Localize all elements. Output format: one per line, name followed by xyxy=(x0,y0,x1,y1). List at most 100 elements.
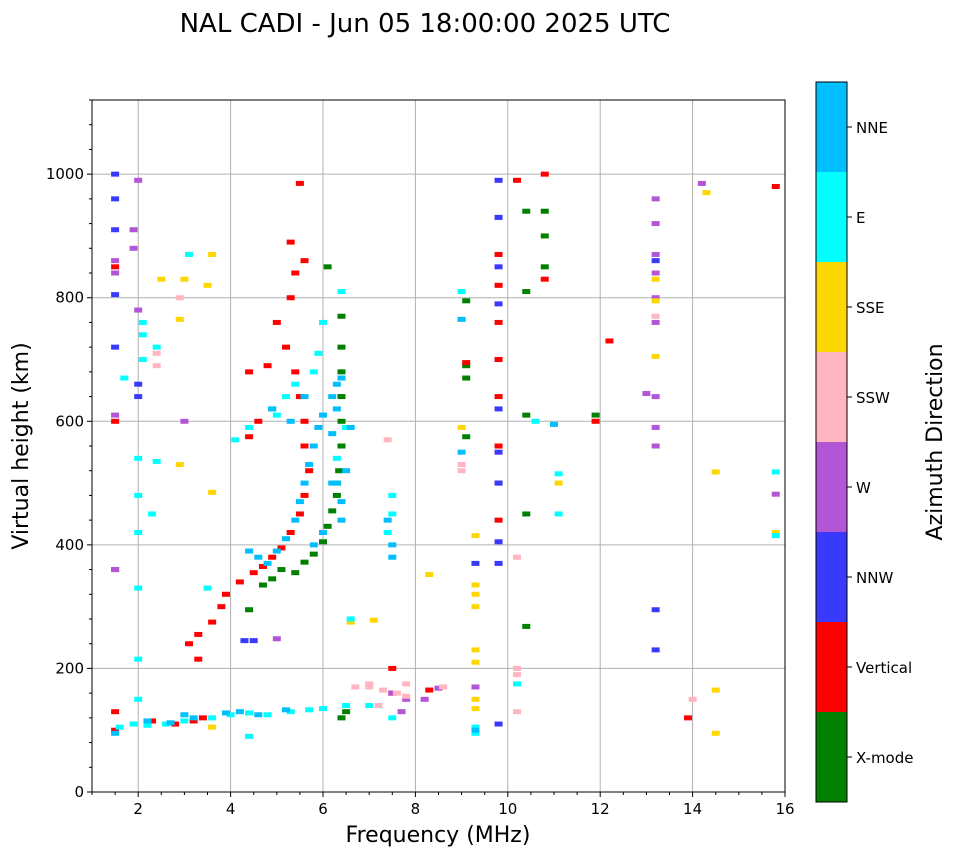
data-point-vertical xyxy=(388,665,397,671)
data-point-nne xyxy=(319,412,327,418)
data-point-ssw xyxy=(365,684,374,690)
data-point-w xyxy=(651,270,660,276)
data-point-e xyxy=(337,289,346,295)
data-point-x-mode xyxy=(337,344,346,350)
colorbar: X-mode Vertical NNW W SSW SSE E NNE xyxy=(815,81,913,803)
data-point-e xyxy=(138,319,147,325)
data-point-nnw xyxy=(651,607,660,613)
data-point-x-mode xyxy=(540,264,549,270)
data-point-w xyxy=(434,685,443,691)
colorbar-segment xyxy=(816,262,847,352)
data-point-vertical xyxy=(683,715,692,721)
data-point-e xyxy=(148,511,157,517)
data-point-x-mode xyxy=(462,434,471,440)
data-point-ssw xyxy=(688,696,697,702)
data-point-sse xyxy=(711,469,720,475)
data-point-sse xyxy=(203,282,212,288)
data-point-nne xyxy=(263,560,272,566)
data-point-sse xyxy=(471,706,480,712)
data-point-w xyxy=(651,394,660,400)
data-point-sse xyxy=(711,687,720,693)
colorbar-segment xyxy=(816,442,847,532)
axis-ticks: 2 4 6 8 10 12 14 16 0 200 400 600 800 1000 xyxy=(46,99,795,818)
data-point-sse xyxy=(471,582,480,588)
data-point-x-mode xyxy=(522,289,531,295)
data-point-x-mode xyxy=(591,412,600,418)
data-point-sse xyxy=(471,533,480,539)
data-point-vertical xyxy=(189,718,198,724)
data-point-vertical xyxy=(221,591,230,597)
data-point-vertical xyxy=(540,171,549,177)
data-point-sse xyxy=(175,316,184,322)
data-point-nne xyxy=(309,542,318,548)
data-point-vertical xyxy=(235,579,244,585)
colorbar-tick-label: X-mode xyxy=(856,749,913,767)
data-point-vertical xyxy=(268,554,277,560)
data-point-vertical xyxy=(513,177,522,183)
data-point-nnw xyxy=(240,638,249,644)
colorbar-segment xyxy=(816,352,847,442)
data-point-nne xyxy=(332,381,341,387)
data-point-sse xyxy=(651,276,660,282)
data-point-vertical xyxy=(494,394,503,400)
data-point-nnw xyxy=(111,171,120,177)
data-point-e xyxy=(226,712,235,718)
colorbar-segment xyxy=(816,532,847,622)
data-point-nne xyxy=(346,424,355,430)
data-point-sse xyxy=(346,619,355,625)
data-point-x-mode xyxy=(462,375,471,381)
data-point-e xyxy=(138,332,147,338)
data-point-e xyxy=(314,350,323,356)
data-point-ssw xyxy=(513,554,522,560)
data-point-x-mode xyxy=(522,412,531,418)
x-tick-label: 14 xyxy=(683,800,702,818)
data-point-sse xyxy=(208,251,217,257)
data-point-w xyxy=(651,424,660,430)
data-point-nnw xyxy=(494,449,503,455)
data-point-vertical xyxy=(494,319,503,325)
data-point-vertical xyxy=(494,282,503,288)
data-point-vertical xyxy=(263,363,272,369)
data-point-e xyxy=(531,418,540,424)
colorbar-tick-label: NNW xyxy=(856,569,893,587)
data-point-sse xyxy=(157,276,166,282)
data-point-nnw xyxy=(494,177,503,183)
x-tick-label: 2 xyxy=(133,800,143,818)
data-point-vertical xyxy=(286,295,295,301)
data-point-w xyxy=(471,684,480,690)
data-point-vertical xyxy=(198,715,207,721)
data-point-nnw xyxy=(651,258,660,264)
data-point-w xyxy=(134,307,143,313)
data-point-nne xyxy=(471,727,480,733)
data-point-vertical xyxy=(540,276,549,282)
data-point-w xyxy=(388,690,397,696)
data-point-nne xyxy=(305,462,314,468)
data-point-vertical xyxy=(300,418,309,424)
data-point-w xyxy=(129,245,138,251)
data-point-e xyxy=(286,709,295,715)
data-point-ssw xyxy=(513,709,522,715)
data-point-e xyxy=(134,585,143,591)
data-point-sse xyxy=(771,530,780,535)
data-point-w xyxy=(651,295,660,301)
data-point-nnw xyxy=(494,539,503,545)
data-point-nne xyxy=(180,712,189,718)
colorbar-segment xyxy=(816,82,847,172)
data-point-vertical xyxy=(111,264,120,270)
data-point-e xyxy=(245,710,254,716)
data-point-vertical xyxy=(277,545,286,551)
colorbar-tick-label: E xyxy=(856,209,865,227)
data-point-e xyxy=(319,319,327,325)
data-point-nne xyxy=(268,406,277,412)
colorbar-segment xyxy=(816,622,847,712)
data-point-e xyxy=(161,721,170,727)
colorbar-label: Azimuth Direction xyxy=(923,343,948,540)
data-point-nne xyxy=(550,421,558,427)
data-point-sse xyxy=(651,353,660,359)
data-point-x-mode xyxy=(309,551,318,557)
data-point-ssw xyxy=(402,681,411,687)
data-point-x-mode xyxy=(342,709,351,715)
data-point-nnw xyxy=(134,394,143,400)
data-point-nne xyxy=(332,480,341,486)
